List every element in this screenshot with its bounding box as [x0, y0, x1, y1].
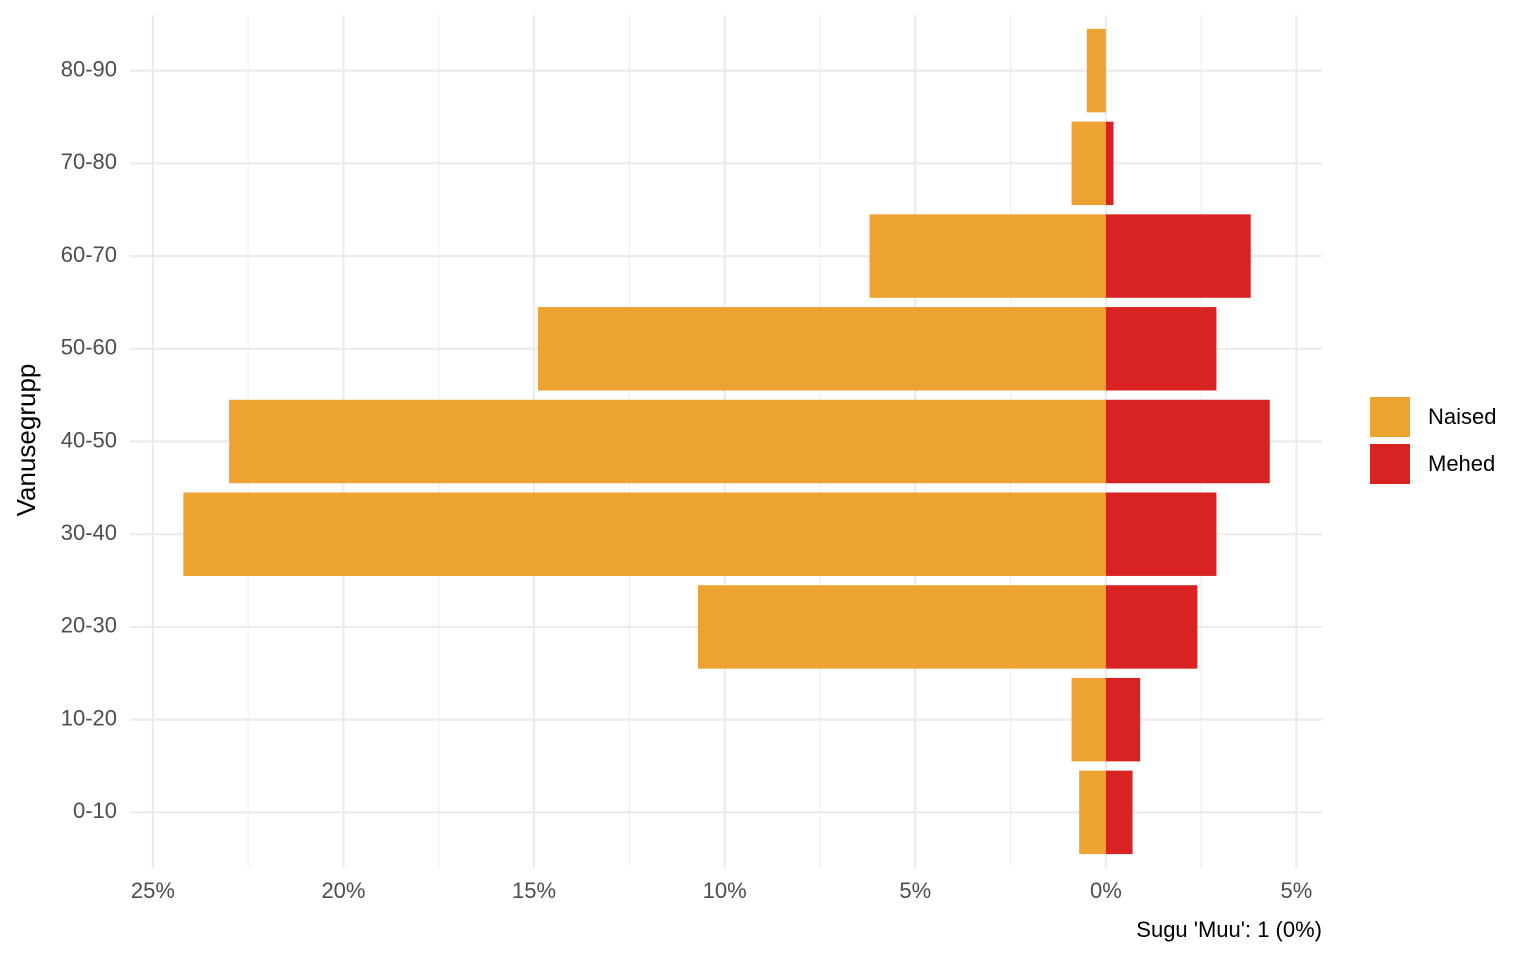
bar — [1105, 399, 1270, 484]
bar — [1079, 770, 1106, 855]
y-tick-label: 60-70 — [61, 242, 117, 267]
bar — [183, 492, 1106, 576]
bar — [1071, 121, 1106, 206]
y-tick-label: 80-90 — [61, 56, 117, 81]
y-tick-label: 50-60 — [61, 335, 117, 360]
y-tick-label: 10-20 — [61, 705, 117, 730]
x-tick-label: 5% — [899, 878, 931, 903]
bar — [537, 307, 1106, 391]
legend-swatch — [1370, 444, 1410, 484]
y-tick-label: 0-10 — [73, 798, 117, 823]
y-tick-label: 20-30 — [61, 613, 117, 638]
bar — [1105, 585, 1198, 669]
bar — [1105, 770, 1133, 855]
x-tick-label: 0% — [1090, 878, 1122, 903]
y-tick-label: 70-80 — [61, 149, 117, 174]
legend-label: Naised — [1428, 404, 1496, 429]
y-axis-title: Vanusegrupp — [11, 364, 41, 517]
bar — [1105, 214, 1251, 298]
y-tick-label: 30-40 — [61, 520, 117, 545]
bar — [697, 585, 1106, 669]
caption: Sugu 'Muu': 1 (0%) — [1136, 917, 1322, 942]
bar — [1071, 677, 1106, 762]
bar — [869, 214, 1106, 298]
legend-swatch — [1370, 397, 1410, 437]
bar — [1105, 307, 1217, 391]
legend-label: Mehed — [1428, 451, 1495, 476]
bar — [1105, 121, 1114, 206]
bar — [229, 399, 1106, 484]
x-tick-label: 15% — [512, 878, 556, 903]
bar — [1105, 677, 1141, 762]
y-tick-label: 40-50 — [61, 427, 117, 452]
x-tick-label: 5% — [1281, 878, 1313, 903]
x-tick-label: 25% — [131, 878, 175, 903]
bar — [1105, 492, 1217, 576]
bar — [1086, 28, 1106, 113]
x-tick-label: 10% — [703, 878, 747, 903]
x-tick-label: 20% — [321, 878, 365, 903]
